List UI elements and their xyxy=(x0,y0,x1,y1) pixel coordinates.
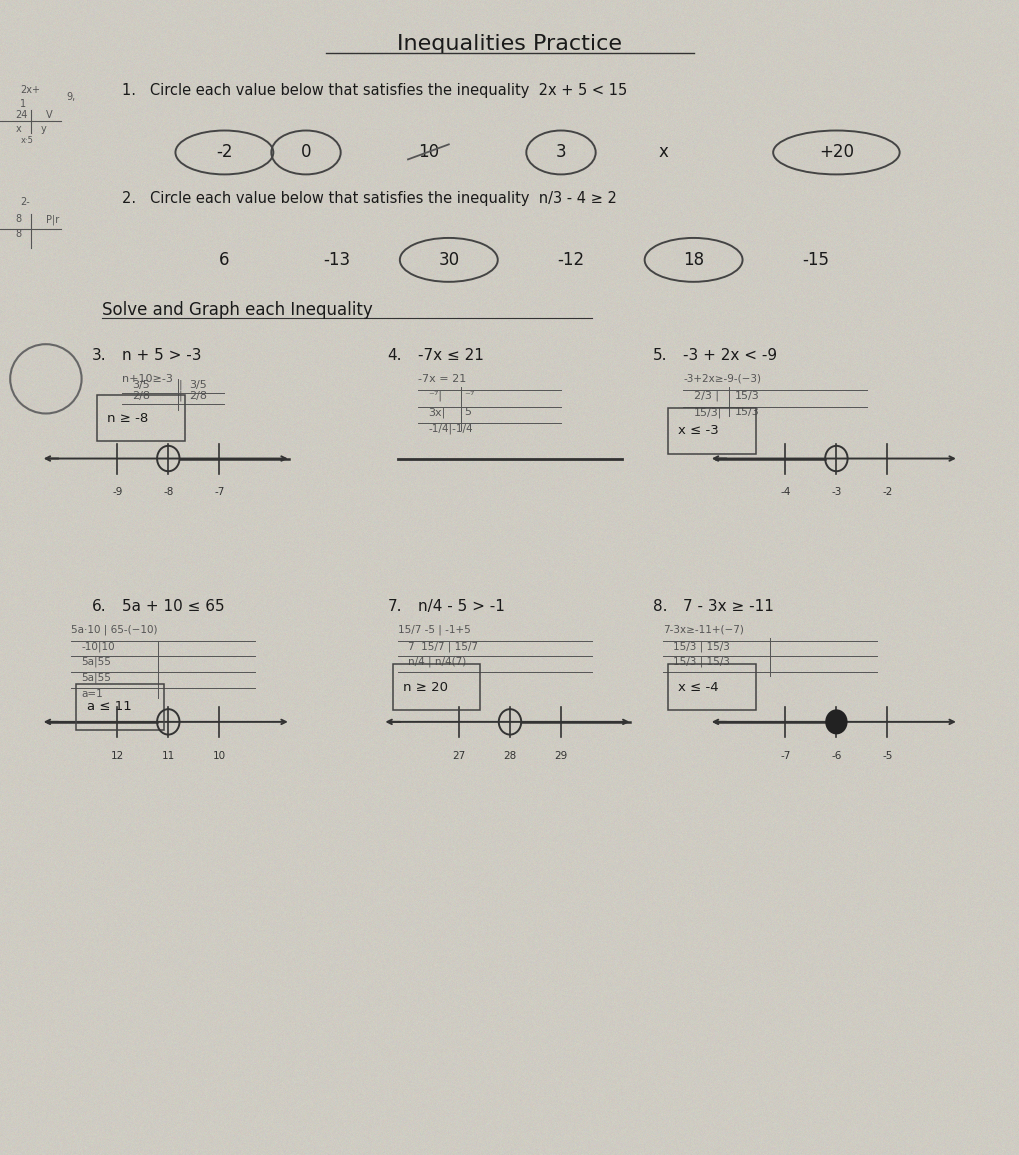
Text: -7x = 21: -7x = 21 xyxy=(418,374,466,383)
Text: x·5: x·5 xyxy=(20,136,34,146)
Text: ⁻⁷: ⁻⁷ xyxy=(464,392,474,401)
Text: 10: 10 xyxy=(418,143,438,162)
Text: 5a + 10 ≤ 65: 5a + 10 ≤ 65 xyxy=(122,599,225,613)
Text: 8.: 8. xyxy=(652,599,666,613)
Text: 5a·10 | 65-(−10): 5a·10 | 65-(−10) xyxy=(71,624,158,635)
Text: 6: 6 xyxy=(219,251,229,269)
Text: -6: -6 xyxy=(830,751,841,761)
Text: -3: -3 xyxy=(830,487,841,498)
Text: x: x xyxy=(15,125,21,134)
Text: 3/5: 3/5 xyxy=(132,380,150,389)
Text: 1: 1 xyxy=(20,99,26,109)
Text: -7x ≤ 21: -7x ≤ 21 xyxy=(418,349,484,363)
Text: P|r: P|r xyxy=(46,214,59,225)
Text: 28: 28 xyxy=(503,751,516,761)
Text: -8: -8 xyxy=(163,487,173,498)
Text: a=1: a=1 xyxy=(82,690,103,699)
Text: 5a|55: 5a|55 xyxy=(82,656,111,668)
Text: |: | xyxy=(178,379,182,390)
Text: 7  15/7 | 15/7: 7 15/7 | 15/7 xyxy=(408,641,478,653)
Text: Inequalities Practice: Inequalities Practice xyxy=(397,33,622,54)
Text: 9,: 9, xyxy=(66,92,75,102)
Text: 1.   Circle each value below that satisfies the inequality  2x + 5 < 15: 1. Circle each value below that satisfie… xyxy=(122,83,627,97)
Text: -1/4|-1/4: -1/4|-1/4 xyxy=(428,423,473,434)
Text: Solve and Graph each Inequality: Solve and Graph each Inequality xyxy=(102,300,372,319)
Text: 2/8: 2/8 xyxy=(132,392,151,401)
Text: |: | xyxy=(178,390,182,402)
Text: 5a|55: 5a|55 xyxy=(82,672,111,684)
Text: 4.: 4. xyxy=(387,349,401,363)
Text: -9: -9 xyxy=(112,487,122,498)
Text: 15/7 -5 | -1+5: 15/7 -5 | -1+5 xyxy=(397,624,470,635)
Text: x ≤ -3: x ≤ -3 xyxy=(678,424,718,438)
Text: 27: 27 xyxy=(452,751,465,761)
Text: 7-3x≥-11+(−7): 7-3x≥-11+(−7) xyxy=(662,625,743,634)
Text: -4: -4 xyxy=(780,487,790,498)
Text: 12: 12 xyxy=(111,751,123,761)
Text: n + 5 > -3: n + 5 > -3 xyxy=(122,349,202,363)
Text: -13: -13 xyxy=(323,251,350,269)
Text: 7.: 7. xyxy=(387,599,401,613)
Text: 8: 8 xyxy=(15,230,21,239)
Text: n ≥ 20: n ≥ 20 xyxy=(403,680,447,694)
Text: -12: -12 xyxy=(557,251,584,269)
Text: 15/3 | 15/3: 15/3 | 15/3 xyxy=(673,641,730,653)
Text: +20: +20 xyxy=(818,143,853,162)
Text: x: x xyxy=(657,143,667,162)
Text: -7: -7 xyxy=(214,487,224,498)
Text: 11: 11 xyxy=(162,751,174,761)
Text: -3+2x≥-9-(−3): -3+2x≥-9-(−3) xyxy=(683,374,760,383)
Text: 8: 8 xyxy=(15,215,21,224)
Text: 15/3: 15/3 xyxy=(734,408,758,417)
Text: n+10≥-3: n+10≥-3 xyxy=(122,374,173,383)
Text: 15/3: 15/3 xyxy=(734,392,758,401)
Text: 2/8: 2/8 xyxy=(189,392,207,401)
Text: ⁻⁷|: ⁻⁷| xyxy=(428,390,442,402)
Text: -2: -2 xyxy=(881,487,892,498)
Text: 2x+: 2x+ xyxy=(20,85,41,95)
Text: n/4 - 5 > -1: n/4 - 5 > -1 xyxy=(418,599,504,613)
Text: a ≤ 11: a ≤ 11 xyxy=(87,700,131,714)
Text: 15/3 | 15/3: 15/3 | 15/3 xyxy=(673,656,730,668)
Text: V: V xyxy=(46,111,52,120)
Text: -7: -7 xyxy=(780,751,790,761)
Text: 2/3 |: 2/3 | xyxy=(693,390,718,402)
Text: 29: 29 xyxy=(554,751,567,761)
Text: 2.   Circle each value below that satisfies the inequality  n/3 - 4 ≥ 2: 2. Circle each value below that satisfie… xyxy=(122,192,616,206)
Text: 2-: 2- xyxy=(20,198,31,207)
Text: 15/3|: 15/3| xyxy=(693,407,721,418)
Ellipse shape xyxy=(825,710,846,733)
Text: -3 + 2x < -9: -3 + 2x < -9 xyxy=(683,349,776,363)
Text: 3/5: 3/5 xyxy=(189,380,206,389)
Text: -10|10: -10|10 xyxy=(82,641,115,653)
Text: 24: 24 xyxy=(15,111,28,120)
Text: 7 - 3x ≥ -11: 7 - 3x ≥ -11 xyxy=(683,599,773,613)
Text: 5: 5 xyxy=(464,408,471,417)
Text: -5: -5 xyxy=(881,751,892,761)
Text: 3: 3 xyxy=(555,143,566,162)
Text: n/4 | n/4(7): n/4 | n/4(7) xyxy=(408,656,466,668)
Text: 3x|: 3x| xyxy=(428,407,445,418)
Text: n ≥ -8: n ≥ -8 xyxy=(107,411,148,425)
Text: 6.: 6. xyxy=(92,599,106,613)
Text: 3.: 3. xyxy=(92,349,106,363)
Text: 5.: 5. xyxy=(652,349,666,363)
Text: 30: 30 xyxy=(438,251,459,269)
Text: x ≤ -4: x ≤ -4 xyxy=(678,680,718,694)
Text: 18: 18 xyxy=(683,251,703,269)
Text: -15: -15 xyxy=(802,251,828,269)
Text: -2: -2 xyxy=(216,143,232,162)
Text: 0: 0 xyxy=(301,143,311,162)
Text: 10: 10 xyxy=(213,751,225,761)
Text: y: y xyxy=(41,125,47,134)
